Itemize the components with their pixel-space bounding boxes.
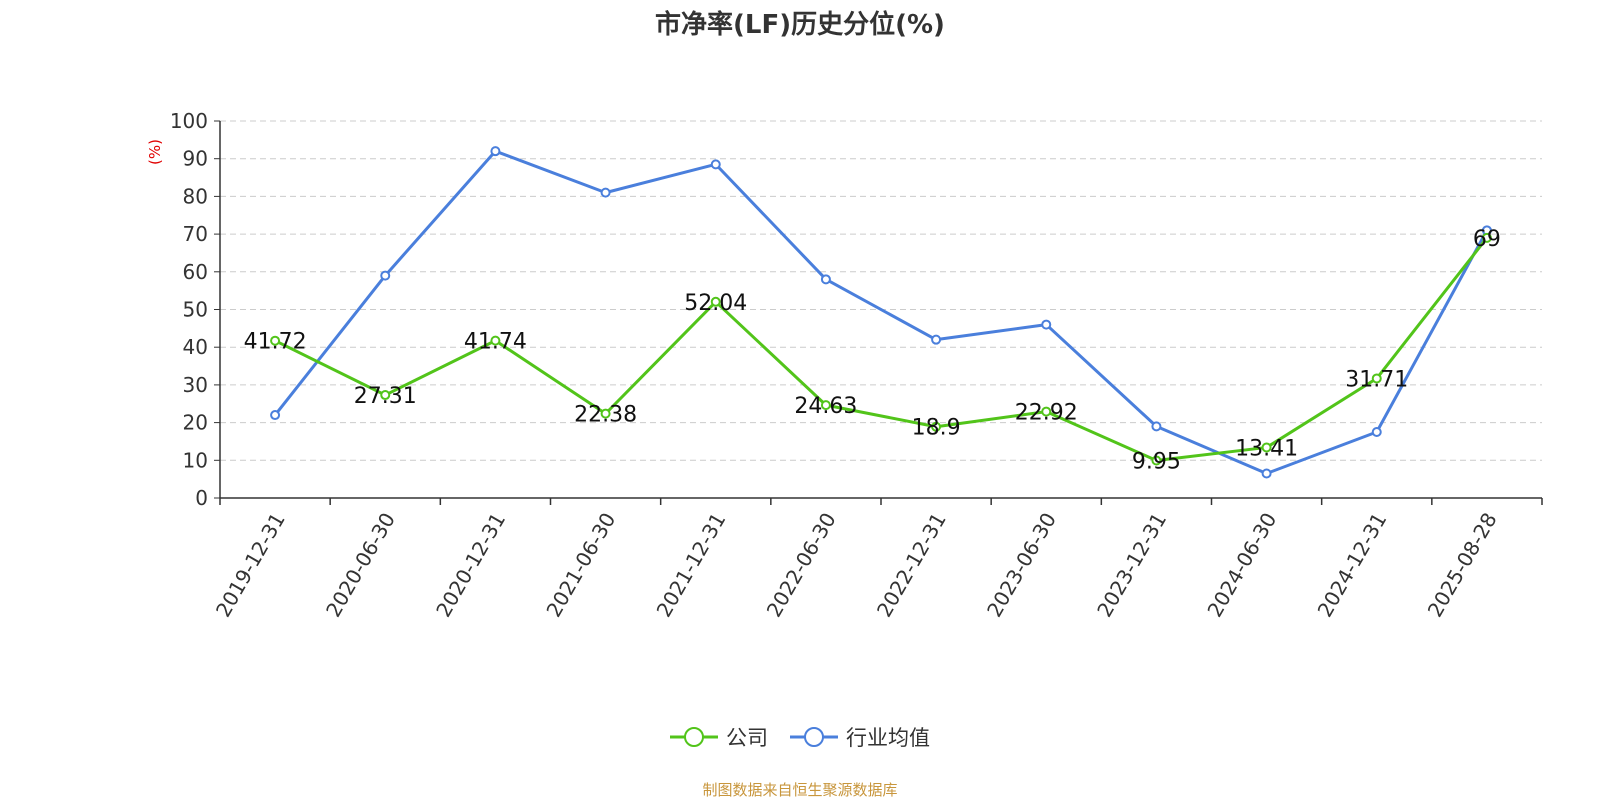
legend: 公司 行业均值 xyxy=(0,722,1600,752)
x-tick-label: 2023-12-31 xyxy=(1092,509,1171,622)
x-tick-label: 2024-12-31 xyxy=(1313,509,1392,622)
series-point-1 xyxy=(380,270,391,281)
x-tick-label: 2023-06-30 xyxy=(982,509,1061,622)
data-label: 69 xyxy=(1473,227,1501,252)
x-tick-label: 2021-06-30 xyxy=(541,509,620,622)
series-point-1 xyxy=(1041,319,1052,330)
series-point-1 xyxy=(931,334,942,345)
series-point-0 xyxy=(1371,373,1382,384)
data-label: 52.04 xyxy=(684,291,747,316)
y-tick-label: 20 xyxy=(183,411,208,435)
data-label: 41.74 xyxy=(464,330,527,355)
y-tick-label: 10 xyxy=(183,448,208,472)
series-point-0 xyxy=(1261,442,1272,453)
x-tick-label: 2025-08-28 xyxy=(1423,509,1502,622)
data-label: 13.41 xyxy=(1235,436,1298,461)
series-point-0 xyxy=(270,335,281,346)
y-tick-label: 30 xyxy=(183,373,208,397)
series-point-0 xyxy=(931,421,942,432)
y-axis-label: (%) xyxy=(146,139,164,165)
series-point-0 xyxy=(380,390,391,401)
x-axis-ticks: 2019-12-31 2020-06-30 2020-12-31 2021-06-30… xyxy=(211,498,1543,622)
grid-lines xyxy=(220,120,1542,461)
data-label: 31.71 xyxy=(1345,367,1408,392)
data-label: 9.95 xyxy=(1132,449,1181,474)
y-tick-label: 70 xyxy=(183,222,208,246)
x-tick-label: 2019-12-31 xyxy=(211,509,290,622)
legend-item-company[interactable]: 公司 xyxy=(670,722,768,752)
x-tick-label: 2022-06-30 xyxy=(762,509,841,622)
source-note: 制图数据来自恒生聚源数据库 xyxy=(702,781,898,799)
series-point-1 xyxy=(1261,468,1272,479)
series-line-1 xyxy=(273,149,1489,475)
y-axis-ticks: 0 10 20 30 40 50 60 70 80 90 100 xyxy=(170,109,220,510)
series-point-0 xyxy=(600,408,611,419)
series-point-0 xyxy=(820,400,831,411)
data-label: 18.9 xyxy=(912,416,961,441)
x-tick-label: 2020-06-30 xyxy=(321,509,400,622)
legend-marker-industry-average xyxy=(790,727,838,747)
data-label: 22.92 xyxy=(1015,401,1078,426)
series-point-0 xyxy=(710,296,721,307)
x-tick-label: 2024-06-30 xyxy=(1202,509,1281,622)
series-point-0 xyxy=(1041,406,1052,417)
data-label: 24.63 xyxy=(794,394,857,419)
series-point-0 xyxy=(1481,232,1492,243)
chart-title: 市净率(LF)历史分位(%) xyxy=(655,10,945,40)
data-label: 41.72 xyxy=(244,330,307,355)
y-tick-label: 90 xyxy=(183,147,208,171)
series-line-0 xyxy=(274,236,1489,462)
series-point-1 xyxy=(270,410,281,421)
series-point-1 xyxy=(1151,421,1162,432)
series-layer xyxy=(270,146,1492,479)
y-tick-label: 0 xyxy=(195,486,208,510)
data-label: 27.31 xyxy=(354,384,417,409)
legend-marker-company xyxy=(670,727,718,747)
data-label: 22.38 xyxy=(574,403,637,428)
series-point-1 xyxy=(490,146,501,157)
legend-label-industry-average: 行业均值 xyxy=(846,726,930,750)
data-labels: 41.72 27.31 41.74 22.38 52.04 24.63 18.9 22.92 9… xyxy=(244,227,1501,475)
x-tick-label: 2022-12-31 xyxy=(872,508,951,621)
y-tick-label: 60 xyxy=(183,260,208,284)
series-point-1 xyxy=(820,274,831,285)
series-point-1 xyxy=(600,187,611,198)
series-point-1 xyxy=(1371,427,1382,438)
y-tick-label: 80 xyxy=(183,184,208,208)
series-point-0 xyxy=(490,335,501,346)
x-tick-label: 2020-12-31 xyxy=(431,508,510,621)
x-tick-label: 2021-12-31 xyxy=(652,509,731,622)
series-point-0 xyxy=(1151,455,1162,466)
legend-label-company: 公司 xyxy=(726,726,768,750)
y-tick-label: 50 xyxy=(183,298,208,322)
y-tick-label: 40 xyxy=(183,335,208,359)
legend-item-industry-average[interactable]: 行业均值 xyxy=(790,722,930,752)
series-point-1 xyxy=(710,159,721,170)
y-tick-label: 100 xyxy=(170,109,208,133)
